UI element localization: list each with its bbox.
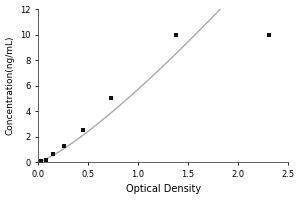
- Point: [81, 129, 86, 132]
- Point: [174, 33, 178, 36]
- Point: [51, 153, 56, 156]
- Y-axis label: Concentration(ng/mL): Concentration(ng/mL): [6, 36, 15, 135]
- Point: [43, 159, 48, 162]
- Point: [39, 160, 44, 163]
- Point: [109, 97, 114, 100]
- Point: [266, 33, 271, 36]
- Point: [61, 145, 66, 148]
- X-axis label: Optical Density: Optical Density: [125, 184, 201, 194]
